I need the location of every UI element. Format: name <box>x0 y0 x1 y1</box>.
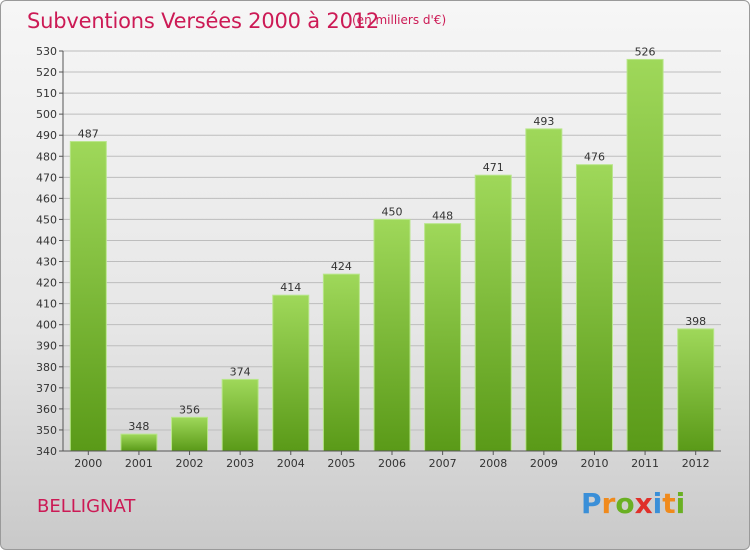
bar-value-label: 476 <box>584 151 605 164</box>
x-tick-label: 2012 <box>682 457 710 470</box>
proxiti-logo: Proxiti <box>581 487 685 520</box>
logo-letter: i <box>675 487 686 520</box>
bar-value-label: 356 <box>179 403 200 416</box>
bar <box>322 273 360 452</box>
bar <box>474 174 512 452</box>
x-tick-label: 2008 <box>479 457 507 470</box>
bar <box>575 164 613 452</box>
logo-letter: i <box>652 487 663 520</box>
bar <box>373 218 411 452</box>
y-tick-label: 510 <box>36 87 57 100</box>
chart-title: Subventions Versées 2000 à 2012 <box>27 9 380 33</box>
bar <box>272 294 310 452</box>
bar-value-label: 450 <box>382 205 403 218</box>
x-tick-label: 2003 <box>226 457 254 470</box>
commune-name: BELLIGNAT <box>37 496 136 517</box>
y-tick-label: 460 <box>36 192 57 205</box>
y-tick-label: 450 <box>36 213 57 226</box>
x-tick-label: 2002 <box>176 457 204 470</box>
x-tick-label: 2004 <box>277 457 305 470</box>
bar-value-label: 374 <box>230 365 251 378</box>
x-tick-label: 2009 <box>530 457 558 470</box>
y-tick-label: 500 <box>36 108 57 121</box>
x-tick-label: 2001 <box>125 457 153 470</box>
y-tick-label: 380 <box>36 361 57 374</box>
y-tick-label: 530 <box>36 45 57 58</box>
y-tick-label: 350 <box>36 424 57 437</box>
y-tick-label: 360 <box>36 403 57 416</box>
bar <box>221 378 259 452</box>
y-tick-label: 520 <box>36 66 57 79</box>
y-tick-label: 370 <box>36 382 57 395</box>
x-tick-label: 2007 <box>429 457 457 470</box>
logo-letter: x <box>634 487 653 520</box>
x-tick-label: 2011 <box>631 457 659 470</box>
y-tick-label: 420 <box>36 277 57 290</box>
logo-letter: r <box>601 487 616 520</box>
y-tick-label: 340 <box>36 445 57 458</box>
bar <box>525 128 563 452</box>
bar-value-label: 348 <box>128 420 149 433</box>
logo-letter: o <box>615 487 635 520</box>
y-tick-label: 440 <box>36 234 57 247</box>
y-tick-label: 400 <box>36 319 57 332</box>
bar-value-label: 493 <box>533 115 554 128</box>
y-tick-label: 390 <box>36 340 57 353</box>
logo-letter: P <box>581 487 602 520</box>
x-tick-label: 2010 <box>580 457 608 470</box>
x-tick-label: 2000 <box>74 457 102 470</box>
bar <box>677 328 715 452</box>
y-tick-label: 490 <box>36 129 57 142</box>
y-tick-label: 410 <box>36 298 57 311</box>
logo-letter: t <box>662 487 676 520</box>
y-tick-label: 480 <box>36 150 57 163</box>
bar-value-label: 487 <box>78 128 99 141</box>
bar <box>626 58 664 452</box>
bar <box>171 416 209 452</box>
bar-value-label: 424 <box>331 260 352 273</box>
bar-value-label: 398 <box>685 315 706 328</box>
x-tick-label: 2006 <box>378 457 406 470</box>
bar-value-label: 471 <box>483 161 504 174</box>
bar <box>69 141 107 452</box>
bar <box>424 223 462 452</box>
y-tick-label: 470 <box>36 171 57 184</box>
bar-value-label: 526 <box>635 45 656 58</box>
unit-note: (en milliers d'€) <box>352 13 447 27</box>
bar-value-label: 448 <box>432 210 453 223</box>
bar <box>120 433 158 452</box>
bar-value-label: 414 <box>280 281 301 294</box>
x-tick-label: 2005 <box>327 457 355 470</box>
y-tick-label: 430 <box>36 256 57 269</box>
